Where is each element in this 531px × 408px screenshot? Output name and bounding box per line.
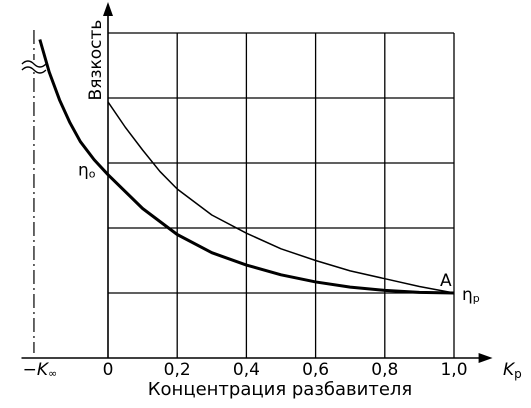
x-tick-label: 0,6 (302, 360, 329, 380)
curve (38, 39, 455, 295)
symbol-sub: р (514, 367, 522, 381)
eta: η (462, 285, 473, 305)
x-axis-arrow (478, 353, 493, 363)
y-axis-arrow (103, 2, 113, 16)
k-inf-text: −K (23, 360, 50, 380)
y-axis-label: Вязкость (86, 20, 106, 101)
break-mark (21, 60, 47, 74)
k-inf-label: −K∞ (23, 360, 58, 380)
eta0-label: ηо (78, 161, 96, 181)
x-tick-label: 0,8 (371, 360, 398, 380)
x-tick-label: 1,0 (440, 360, 467, 380)
point-label: A (440, 271, 452, 291)
eta-sub: р (473, 292, 480, 305)
symbol: K (503, 360, 516, 380)
x-axis-label: Концентрация разбавителя (148, 379, 412, 400)
curve (107, 101, 455, 294)
etap-label: ηр (462, 285, 480, 305)
eta-sub: о (89, 168, 96, 181)
x-tick-label: 0,2 (164, 360, 191, 380)
x-tick-label: 0 (103, 360, 114, 380)
x-tick-label: 0,4 (233, 360, 260, 380)
k-inf-sub: ∞ (48, 367, 57, 380)
x-axis-symbol: Kр (503, 360, 522, 381)
break-gap (23, 60, 44, 70)
eta: η (78, 161, 89, 181)
